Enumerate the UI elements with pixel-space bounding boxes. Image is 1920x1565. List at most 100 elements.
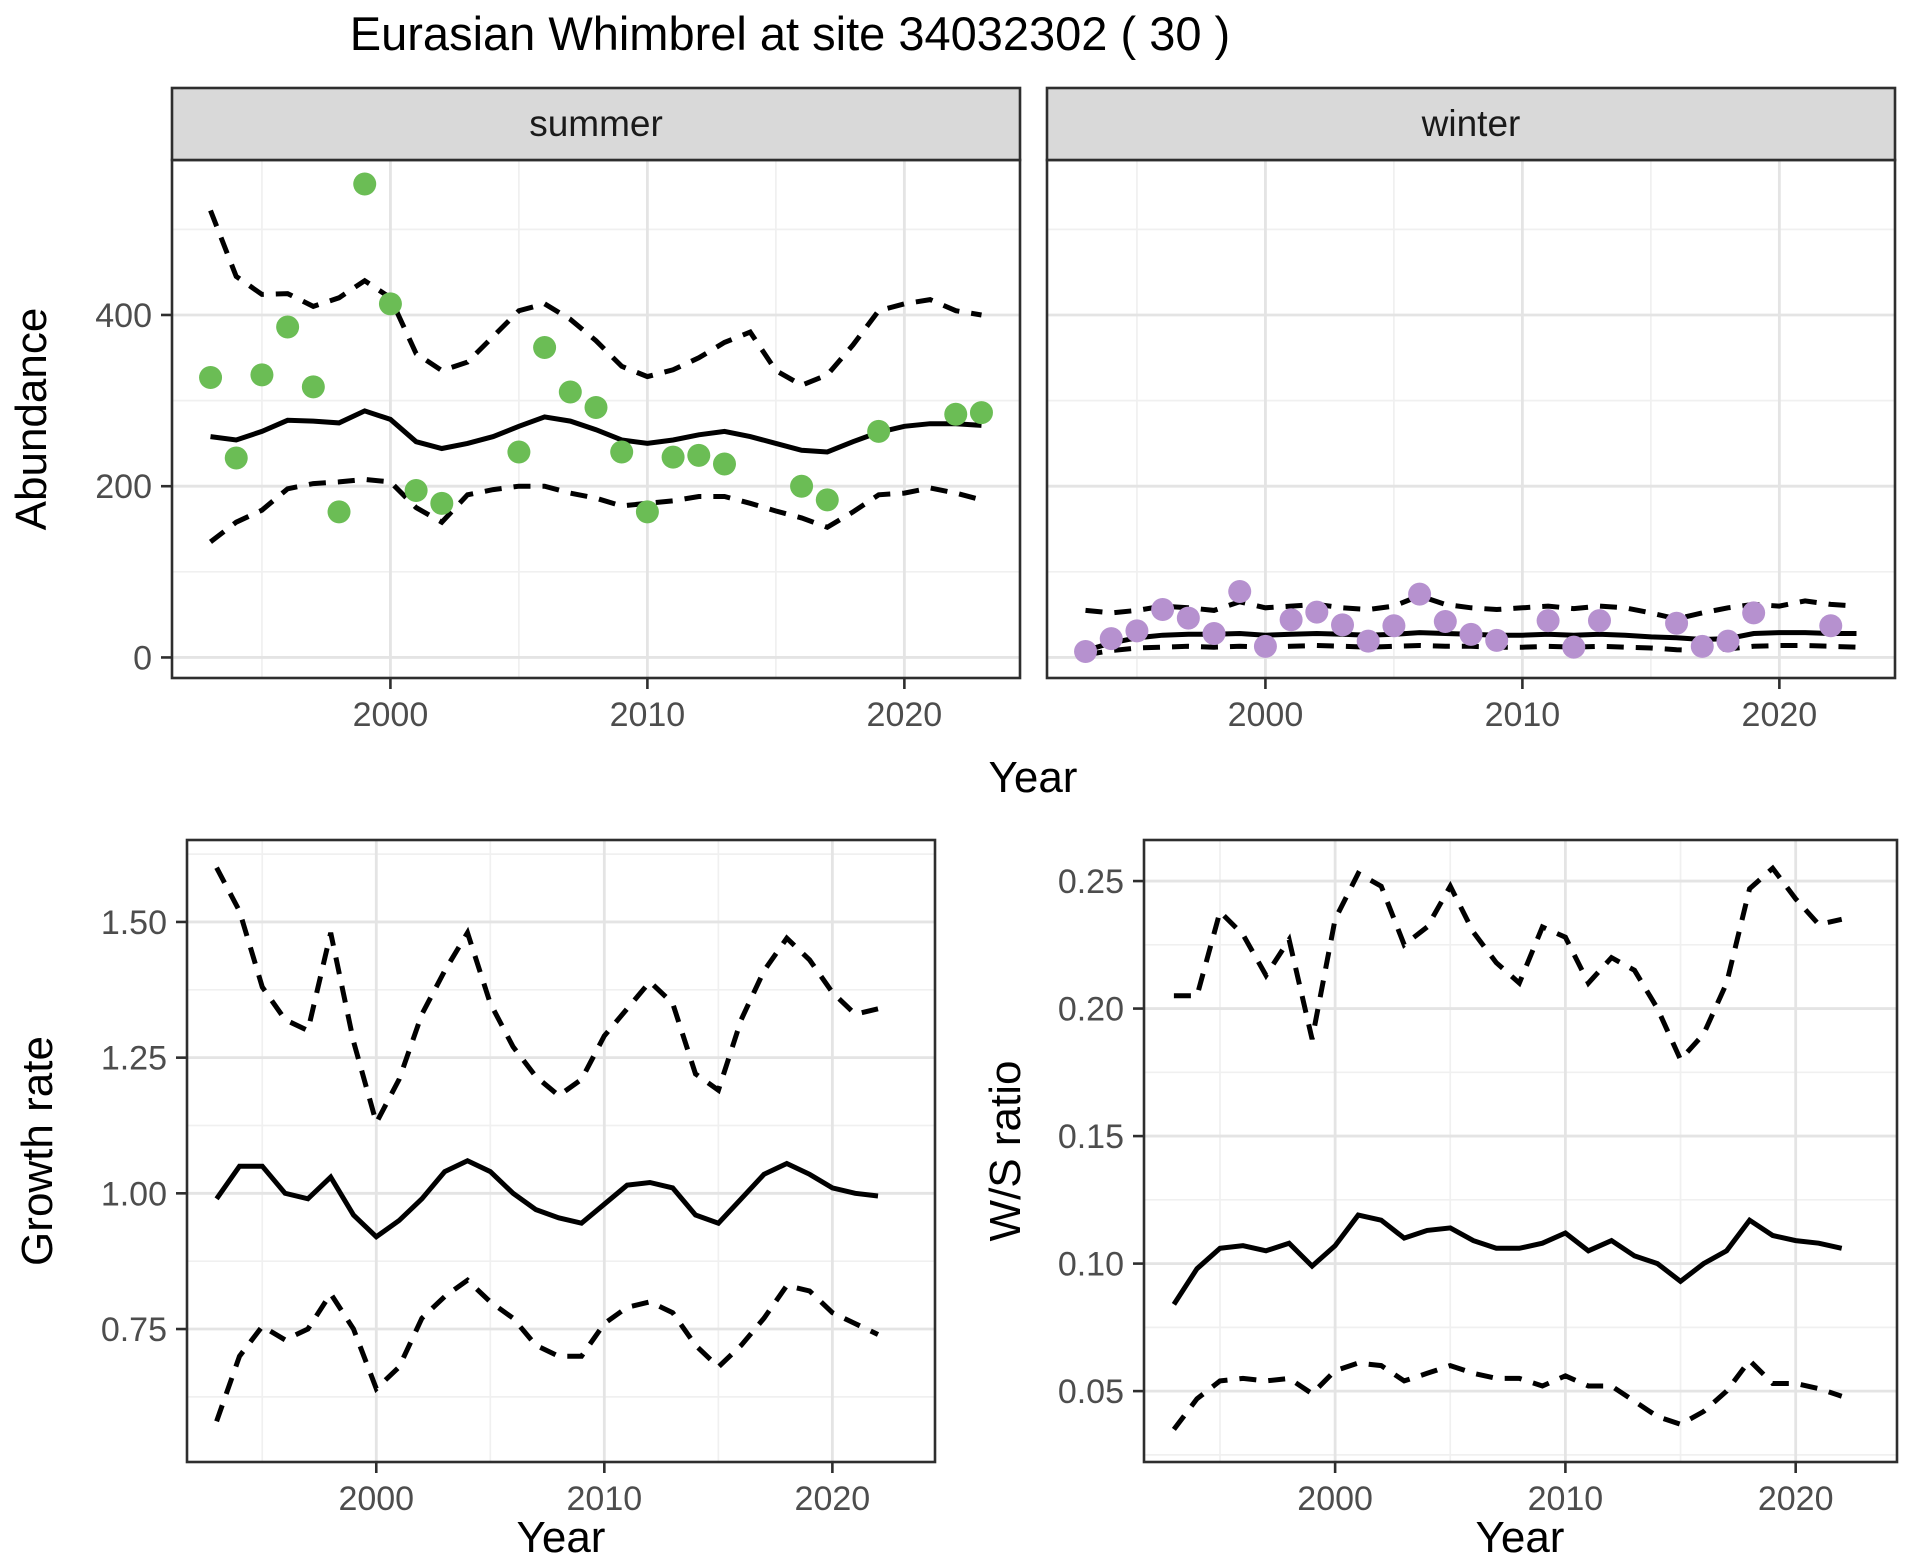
data-point	[1716, 629, 1740, 653]
panel-background	[1144, 840, 1897, 1462]
data-point	[1690, 634, 1714, 658]
facet-strip-label-summer: summer	[529, 103, 663, 144]
data-point	[558, 380, 582, 404]
data-point	[1433, 609, 1457, 633]
data-point	[635, 500, 659, 524]
x-tick-label: 2020	[867, 696, 943, 734]
panel-abundance-winter: 2000 2010 2020	[1045, 86, 1897, 734]
x-tick-label: 2010	[1485, 696, 1561, 734]
upper-ci-line	[214, 866, 879, 1130]
upper-ci-line	[1085, 593, 1857, 622]
data-point	[224, 446, 248, 470]
y-tick-label: 0.25	[1058, 863, 1124, 901]
data-point	[1099, 627, 1123, 651]
data-point	[1356, 629, 1380, 653]
x-tick-label: 2020	[1758, 1480, 1834, 1518]
data-point	[1125, 619, 1149, 643]
x-tick-label: 2000	[1297, 1480, 1373, 1518]
x-tick-label: 2000	[1228, 696, 1304, 734]
y-tick-label: 0	[133, 639, 152, 677]
data-point	[1665, 611, 1689, 635]
data-point	[533, 336, 557, 360]
data-point	[687, 443, 711, 467]
data-point	[610, 440, 634, 464]
panel-ws-ratio: 2000 2010 2020 0.05 0.10 0.15 0.20 0.25	[1058, 838, 1899, 1518]
data-point	[1819, 614, 1843, 638]
panel-abundance-summer: 2000 2010 2020 0 200 400	[95, 86, 1022, 734]
estimate-line	[1171, 1212, 1843, 1306]
data-point	[1279, 608, 1303, 632]
lower-ci-line	[214, 1276, 880, 1423]
x-axis-title-year-growth: Year	[516, 1513, 606, 1562]
panel-growth-rate: 2000 2010 2020 0.75 1.00 1.25 1.50	[101, 838, 937, 1518]
y-tick-label: 200	[95, 468, 152, 506]
data-point	[661, 445, 685, 469]
y-tick-label: 1.50	[101, 904, 167, 942]
panel-border	[1142, 838, 1899, 1464]
y-axis-title-growth-rate: Growth rate	[13, 1036, 62, 1266]
upper-ci-line	[208, 209, 982, 388]
x-tick-label: 2000	[338, 1480, 414, 1518]
data-point	[867, 419, 891, 443]
y-tick-label: 0.20	[1058, 991, 1124, 1029]
x-axis-title-year-top: Year	[988, 753, 1078, 802]
facet-strip	[170, 86, 1022, 162]
panel-background	[1047, 160, 1895, 678]
data-point	[1562, 635, 1586, 659]
panel-border	[185, 838, 937, 1464]
data-point	[712, 452, 736, 476]
data-point	[790, 474, 814, 498]
data-point	[1074, 639, 1098, 663]
data-point	[301, 375, 325, 399]
data-point	[1459, 622, 1483, 646]
data-point	[1485, 628, 1509, 652]
upper-ci-line	[1173, 864, 1843, 1065]
data-point	[250, 363, 274, 387]
data-point	[276, 315, 300, 339]
x-axis-title-year-ratio: Year	[1475, 1513, 1565, 1562]
data-point	[1382, 614, 1406, 638]
data-point	[944, 402, 968, 426]
panel-background	[187, 840, 935, 1462]
x-tick-label: 2010	[1528, 1480, 1604, 1518]
data-point	[815, 488, 839, 512]
y-tick-label: 0.75	[101, 1311, 167, 1349]
data-point	[584, 395, 608, 419]
data-point	[1305, 600, 1329, 624]
y-tick-label: 400	[95, 297, 152, 335]
facet-strip-label-winter: winter	[1421, 103, 1521, 144]
y-tick-label: 0.10	[1058, 1246, 1124, 1284]
lower-ci-line	[208, 476, 983, 544]
data-point	[1228, 580, 1252, 604]
x-tick-label: 2010	[610, 696, 686, 734]
data-point	[507, 440, 531, 464]
data-point	[404, 478, 428, 502]
estimate-line	[214, 1158, 879, 1241]
data-point	[327, 500, 351, 524]
y-tick-label: 0.15	[1058, 1118, 1124, 1156]
lower-ci-line	[1171, 1356, 1843, 1431]
data-point	[378, 292, 402, 316]
x-tick-label: 2020	[795, 1480, 871, 1518]
data-point	[1151, 598, 1175, 622]
data-point	[430, 491, 454, 515]
data-point	[199, 365, 223, 389]
data-point	[1202, 621, 1226, 645]
data-point	[1587, 609, 1611, 633]
y-axis-title-ws-ratio: W/S ratio	[981, 1060, 1030, 1242]
plot-title: Eurasian Whimbrel at site 34032302 ( 30 …	[349, 7, 1231, 60]
x-tick-label: 2020	[1742, 696, 1818, 734]
y-tick-label: 1.25	[101, 1040, 167, 1078]
data-point	[969, 401, 993, 425]
data-point	[353, 172, 377, 196]
x-tick-label: 2000	[353, 696, 429, 734]
y-axis-title-abundance: Abundance	[7, 307, 56, 531]
data-point	[1331, 613, 1355, 637]
data-point	[1253, 634, 1277, 658]
y-tick-label: 0.05	[1058, 1373, 1124, 1411]
data-point	[1742, 601, 1766, 625]
estimate-line	[210, 408, 982, 455]
x-tick-label: 2010	[567, 1480, 643, 1518]
data-point	[1176, 606, 1200, 630]
